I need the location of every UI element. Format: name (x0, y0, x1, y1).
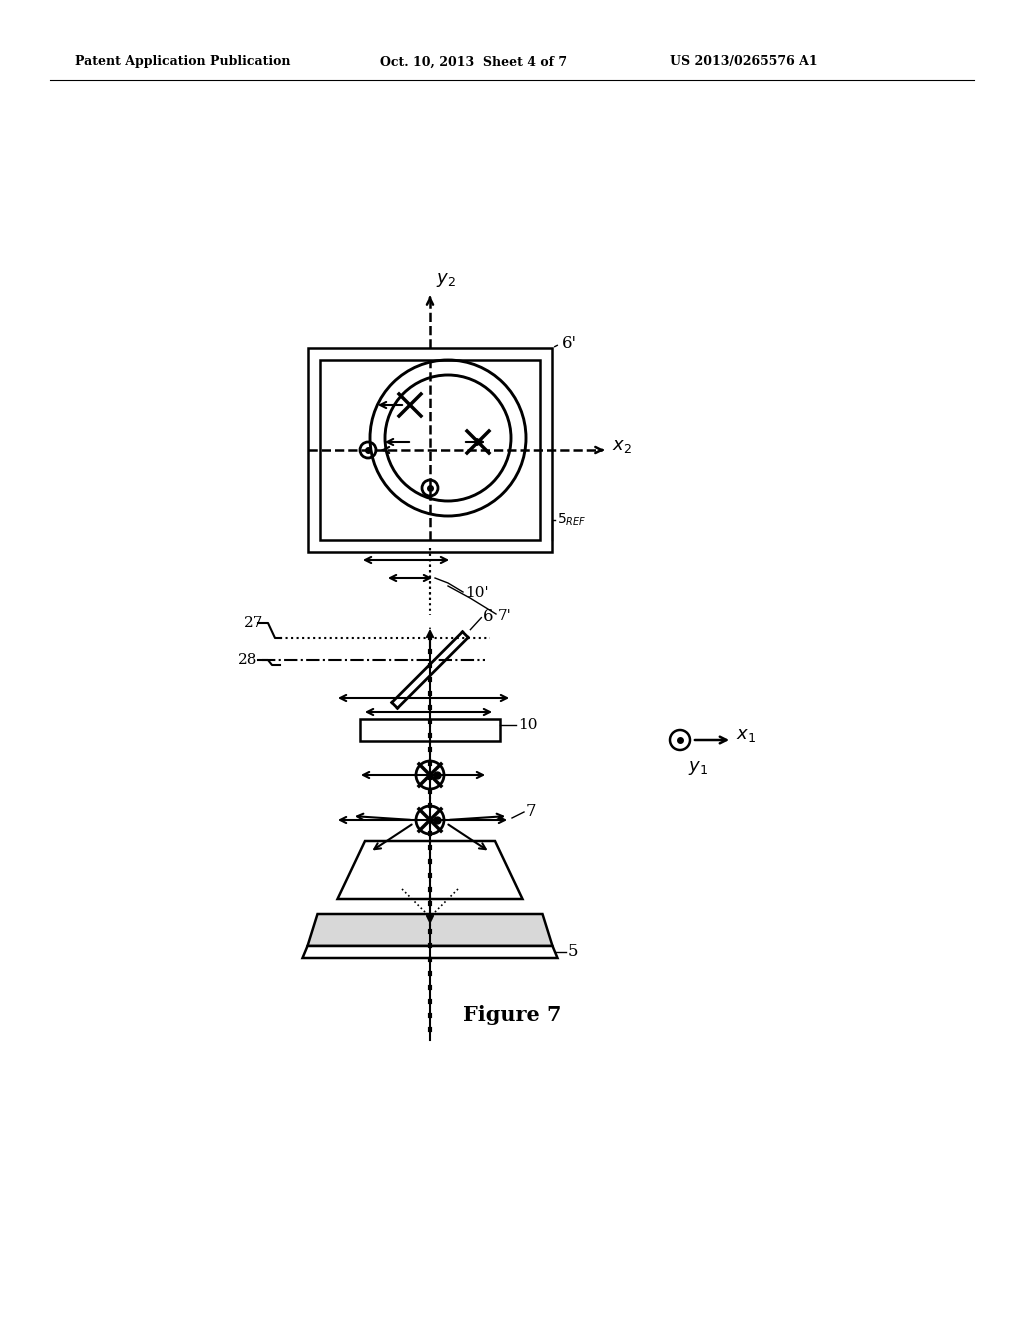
Text: 28: 28 (238, 653, 257, 667)
Text: Patent Application Publication: Patent Application Publication (75, 55, 291, 69)
Polygon shape (302, 946, 557, 958)
Text: 7': 7' (498, 609, 512, 623)
Text: 5: 5 (567, 944, 578, 961)
Text: $y_1$: $y_1$ (688, 759, 708, 777)
Text: 6': 6' (562, 334, 577, 351)
Text: $y_2$: $y_2$ (436, 271, 456, 289)
Text: 10: 10 (518, 718, 538, 733)
Polygon shape (338, 841, 522, 899)
Text: Oct. 10, 2013  Sheet 4 of 7: Oct. 10, 2013 Sheet 4 of 7 (380, 55, 567, 69)
Text: 27: 27 (244, 616, 263, 630)
Text: $5_{REF}$: $5_{REF}$ (557, 512, 587, 528)
Text: 6: 6 (483, 609, 494, 626)
Text: US 2013/0265576 A1: US 2013/0265576 A1 (670, 55, 817, 69)
Text: 7: 7 (526, 804, 537, 821)
Polygon shape (307, 913, 553, 946)
Text: $x_2$: $x_2$ (612, 437, 632, 455)
Text: $x_1$: $x_1$ (736, 726, 756, 744)
Bar (360, 719, 500, 741)
Text: 10': 10' (465, 586, 488, 601)
Bar (319, 360, 540, 540)
Bar (308, 348, 552, 552)
Text: Figure 7: Figure 7 (463, 1005, 561, 1026)
